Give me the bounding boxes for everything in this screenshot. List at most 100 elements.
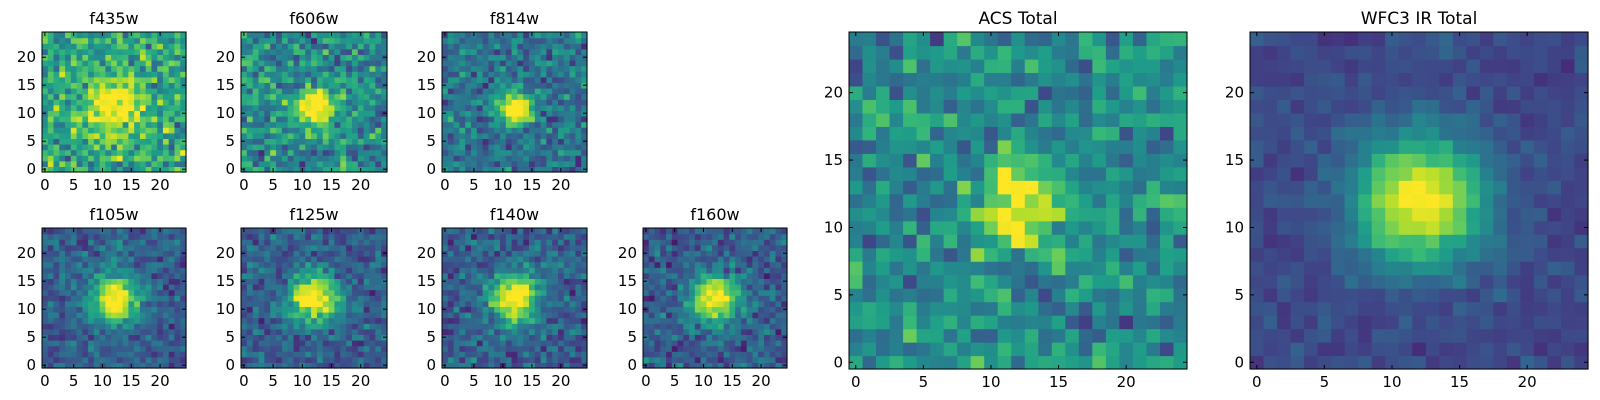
heatmap-cell bbox=[500, 37, 507, 44]
heatmap-cell bbox=[293, 65, 300, 72]
heatmap-cell bbox=[511, 233, 518, 240]
heatmap-cell bbox=[381, 351, 388, 358]
heatmap-cell bbox=[694, 351, 702, 358]
heatmap-cell bbox=[174, 60, 181, 67]
heatmap-cell bbox=[740, 312, 748, 319]
heatmap-cell bbox=[1105, 234, 1120, 249]
heatmap-cell bbox=[671, 295, 679, 302]
heatmap-cell bbox=[168, 356, 176, 363]
heatmap-cell bbox=[488, 362, 495, 369]
heatmap-cell bbox=[162, 144, 170, 151]
heatmap-cell bbox=[316, 340, 324, 347]
heatmap-cell bbox=[712, 239, 719, 246]
heatmap-cell bbox=[65, 334, 72, 341]
heatmap-cell bbox=[128, 60, 135, 67]
heatmap-cell bbox=[381, 228, 388, 235]
heatmap-cell bbox=[139, 239, 147, 246]
heatmap-cell bbox=[351, 356, 359, 363]
heatmap-cell bbox=[88, 284, 95, 291]
heatmap-cell bbox=[270, 65, 277, 72]
heatmap-cell bbox=[723, 356, 730, 363]
heatmap-cell bbox=[453, 312, 460, 319]
heatmap-cell bbox=[369, 144, 376, 151]
heatmap-cell bbox=[340, 71, 347, 78]
heatmap-cell bbox=[689, 228, 696, 235]
heatmap-cell bbox=[287, 272, 295, 279]
heatmap-cell bbox=[322, 116, 330, 123]
heatmap-cell bbox=[53, 351, 60, 358]
heatmap-cell bbox=[76, 76, 83, 83]
heatmap-cell bbox=[42, 155, 49, 162]
heatmap-cell bbox=[111, 110, 118, 117]
heatmap-cell bbox=[505, 127, 513, 134]
heatmap-cell bbox=[351, 239, 359, 246]
heatmap-cell bbox=[476, 82, 484, 89]
heatmap-cell bbox=[1011, 247, 1026, 262]
heatmap-cell bbox=[488, 345, 495, 352]
heatmap-cell bbox=[270, 60, 277, 67]
heatmap-cell bbox=[70, 256, 78, 263]
heatmap-cell bbox=[357, 116, 365, 123]
heatmap-cell bbox=[482, 144, 489, 151]
heatmap-cell bbox=[740, 244, 748, 251]
heatmap-cell bbox=[717, 261, 725, 268]
heatmap-cell bbox=[717, 300, 725, 307]
heatmap-cell bbox=[82, 334, 89, 341]
heatmap-cell bbox=[134, 323, 141, 330]
heatmap-cell bbox=[735, 233, 742, 240]
heatmap-cell bbox=[340, 127, 347, 134]
heatmap-cell bbox=[340, 362, 347, 369]
heatmap-cell bbox=[648, 300, 656, 307]
heatmap-cell bbox=[563, 121, 571, 128]
heatmap-cell bbox=[105, 340, 112, 347]
heatmap-cell bbox=[746, 328, 754, 335]
heatmap-cell bbox=[488, 284, 495, 291]
heatmap-cell bbox=[453, 317, 460, 324]
heatmap-cell bbox=[93, 121, 101, 128]
heatmap-cell bbox=[65, 76, 72, 83]
heatmap-cell bbox=[241, 323, 248, 330]
heatmap-cell bbox=[558, 340, 565, 347]
heatmap-cell bbox=[769, 306, 777, 313]
heatmap-cell bbox=[671, 261, 679, 268]
heatmap-cell bbox=[357, 99, 365, 106]
heatmap-cell bbox=[168, 99, 176, 106]
heatmap-cell bbox=[482, 110, 489, 117]
heatmap-cell bbox=[258, 239, 265, 246]
heatmap-cell bbox=[241, 295, 248, 302]
heatmap-cell bbox=[729, 272, 736, 279]
heatmap-cell bbox=[246, 278, 254, 285]
heatmap-cell bbox=[558, 356, 565, 363]
heatmap-cell bbox=[689, 340, 696, 347]
heatmap-cell bbox=[523, 60, 530, 67]
heatmap-cell bbox=[299, 295, 306, 302]
heatmap-cell bbox=[59, 351, 66, 358]
heatmap-cell bbox=[763, 295, 771, 302]
heatmap-cell bbox=[174, 317, 181, 324]
heatmap-cell bbox=[157, 345, 164, 352]
heatmap-cell bbox=[471, 306, 478, 313]
heatmap-cell bbox=[53, 328, 60, 335]
heatmap-cell bbox=[168, 295, 176, 302]
heatmap-cell bbox=[581, 256, 588, 263]
heatmap-cell bbox=[775, 261, 782, 268]
heatmap-cell bbox=[447, 345, 455, 352]
heatmap-cell bbox=[293, 104, 300, 111]
heatmap-cell bbox=[482, 48, 489, 55]
heatmap-cell bbox=[168, 272, 176, 279]
heatmap-cell bbox=[157, 351, 164, 358]
heatmap-cell bbox=[569, 356, 576, 363]
heatmap-cell bbox=[494, 65, 501, 72]
heatmap-cell bbox=[511, 261, 518, 268]
heatmap-cell bbox=[849, 301, 864, 316]
heatmap-cell bbox=[276, 289, 283, 296]
heatmap-cell bbox=[363, 65, 371, 72]
heatmap-cell bbox=[654, 284, 661, 291]
heatmap-cell bbox=[558, 244, 565, 251]
heatmap-cell bbox=[351, 132, 359, 139]
heatmap-cell bbox=[552, 233, 559, 240]
heatmap-cell bbox=[517, 138, 524, 145]
heatmap-cell bbox=[293, 138, 300, 145]
heatmap-cell bbox=[1119, 342, 1134, 357]
heatmap-cell bbox=[157, 160, 164, 167]
